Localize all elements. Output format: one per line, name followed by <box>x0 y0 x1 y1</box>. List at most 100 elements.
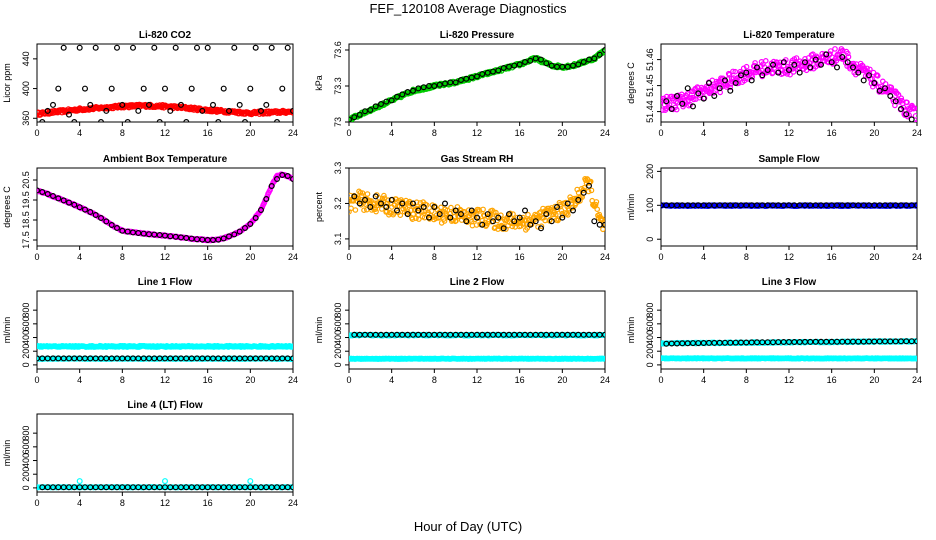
data-point <box>732 79 739 86</box>
data-point <box>510 211 516 217</box>
x-tick-label: 4 <box>77 252 82 262</box>
data-point <box>580 189 587 196</box>
data-point <box>543 60 550 67</box>
data-point <box>727 339 734 346</box>
data-point <box>60 44 67 51</box>
data-point <box>252 215 259 222</box>
data-point <box>855 202 862 209</box>
panel-title: Gas Stream RH <box>441 154 514 165</box>
data-point <box>864 65 870 72</box>
y-tick-label: 19.5 <box>21 191 31 209</box>
series-black <box>663 51 915 122</box>
data-point <box>867 66 873 73</box>
x-tick-label: 0 <box>658 375 663 385</box>
data-point <box>775 69 782 76</box>
data-point <box>892 98 899 105</box>
x-tick-label: 24 <box>912 128 922 138</box>
data-point <box>55 195 62 202</box>
data-point <box>274 176 281 183</box>
data-point <box>404 211 411 218</box>
data-point <box>871 79 878 86</box>
data-point <box>537 225 544 232</box>
data-point <box>479 221 486 228</box>
data-point <box>215 119 222 122</box>
data-point <box>263 101 270 108</box>
data-point <box>349 116 352 122</box>
y-tick-label: 17.5 <box>21 231 31 249</box>
x-tick-label: 8 <box>432 375 437 385</box>
data-point <box>711 339 718 346</box>
data-point <box>575 196 582 203</box>
y-tick-label: 200 <box>645 344 655 359</box>
data-point <box>914 202 917 209</box>
series-black <box>351 331 605 338</box>
data-point <box>594 206 601 213</box>
data-point <box>71 119 78 122</box>
data-point <box>124 228 131 235</box>
data-point <box>760 61 766 67</box>
data-point <box>903 202 910 209</box>
data-point <box>727 202 734 209</box>
data-point <box>279 355 286 362</box>
data-point <box>431 331 438 338</box>
data-point <box>663 98 670 105</box>
data-point <box>602 221 605 228</box>
data-point <box>791 202 798 209</box>
y-tick-label: 18.5 <box>21 211 31 229</box>
plot-area <box>349 47 605 122</box>
plot-area <box>661 202 917 209</box>
data-point <box>420 84 427 91</box>
data-point <box>743 63 750 70</box>
data-point <box>559 331 566 338</box>
data-point <box>479 70 486 77</box>
data-point <box>242 225 249 232</box>
y-axis-label: degrees C <box>2 186 12 228</box>
x-tick-label: 12 <box>160 375 170 385</box>
data-point <box>823 51 830 58</box>
panel-title: Line 1 Flow <box>138 277 193 288</box>
data-point <box>743 69 750 76</box>
data-point <box>357 189 364 196</box>
data-point <box>881 85 888 92</box>
data-point <box>49 193 56 200</box>
data-point <box>543 211 550 218</box>
data-point <box>602 47 605 53</box>
data-point <box>130 44 137 51</box>
data-point <box>151 44 158 51</box>
data-point <box>367 106 374 113</box>
data-point <box>585 56 592 63</box>
data-point <box>458 211 465 218</box>
data-point <box>895 91 902 98</box>
data-point <box>463 75 470 82</box>
data-point <box>447 331 454 338</box>
data-point <box>404 88 411 95</box>
data-point <box>855 69 862 76</box>
data-point <box>113 44 120 51</box>
data-point <box>473 211 479 217</box>
series-black <box>37 355 293 362</box>
data-point <box>516 61 523 68</box>
data-point <box>591 218 598 225</box>
series-black <box>351 182 605 232</box>
data-point <box>188 85 195 92</box>
data-point <box>447 214 454 221</box>
data-point <box>807 64 814 71</box>
data-point <box>575 331 582 338</box>
data-point <box>268 44 275 51</box>
data-point <box>247 85 254 92</box>
data-point <box>500 64 507 71</box>
data-point <box>796 69 803 76</box>
data-point <box>397 212 404 219</box>
data-point <box>490 68 497 75</box>
data-point <box>39 119 46 122</box>
x-tick-label: 0 <box>34 252 39 262</box>
y-tick-label: 800 <box>21 303 31 318</box>
data-point <box>226 107 233 114</box>
y-axis-label: ml/min <box>2 317 12 344</box>
x-tick-label: 8 <box>120 252 125 262</box>
data-point <box>759 339 766 346</box>
y-axis-label: ml/min <box>314 317 324 344</box>
y-tick-label: 0 <box>21 362 31 367</box>
data-point <box>668 105 675 112</box>
x-tick-label: 12 <box>472 128 482 138</box>
